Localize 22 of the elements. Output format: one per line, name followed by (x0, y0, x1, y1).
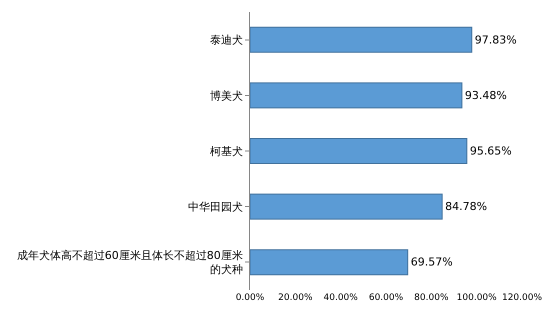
x-tick-label: 40.00% (324, 293, 358, 303)
bar (250, 82, 462, 108)
data-label: 93.48% (464, 88, 507, 102)
bar (250, 26, 472, 53)
y-tick-label: 博美犬 (210, 89, 243, 102)
x-tick-label: 20.00% (278, 293, 313, 303)
data-label: 84.78% (445, 200, 488, 214)
y-tick-label: 中华田园犬 (188, 200, 243, 214)
y-tick-label: 柯基犬 (210, 144, 243, 158)
bar (250, 249, 408, 276)
x-tick-label: 120.00% (502, 293, 542, 303)
x-tick-label: 80.00% (414, 293, 449, 303)
bar (250, 138, 468, 164)
y-tick-label: 成年犬体高不超过60厘米且体长不超过80厘米的犬种 (16, 248, 243, 276)
bar (250, 194, 443, 220)
x-tick-label: 60.00% (368, 293, 404, 303)
data-label: 95.65% (470, 144, 512, 158)
data-label: 97.83% (474, 33, 517, 46)
x-tick-label: 0.00% (236, 293, 265, 303)
y-tick-label: 泰迪犬 (210, 34, 243, 47)
x-tick-label: 100.00% (456, 293, 498, 303)
data-label: 69.57% (410, 256, 453, 269)
